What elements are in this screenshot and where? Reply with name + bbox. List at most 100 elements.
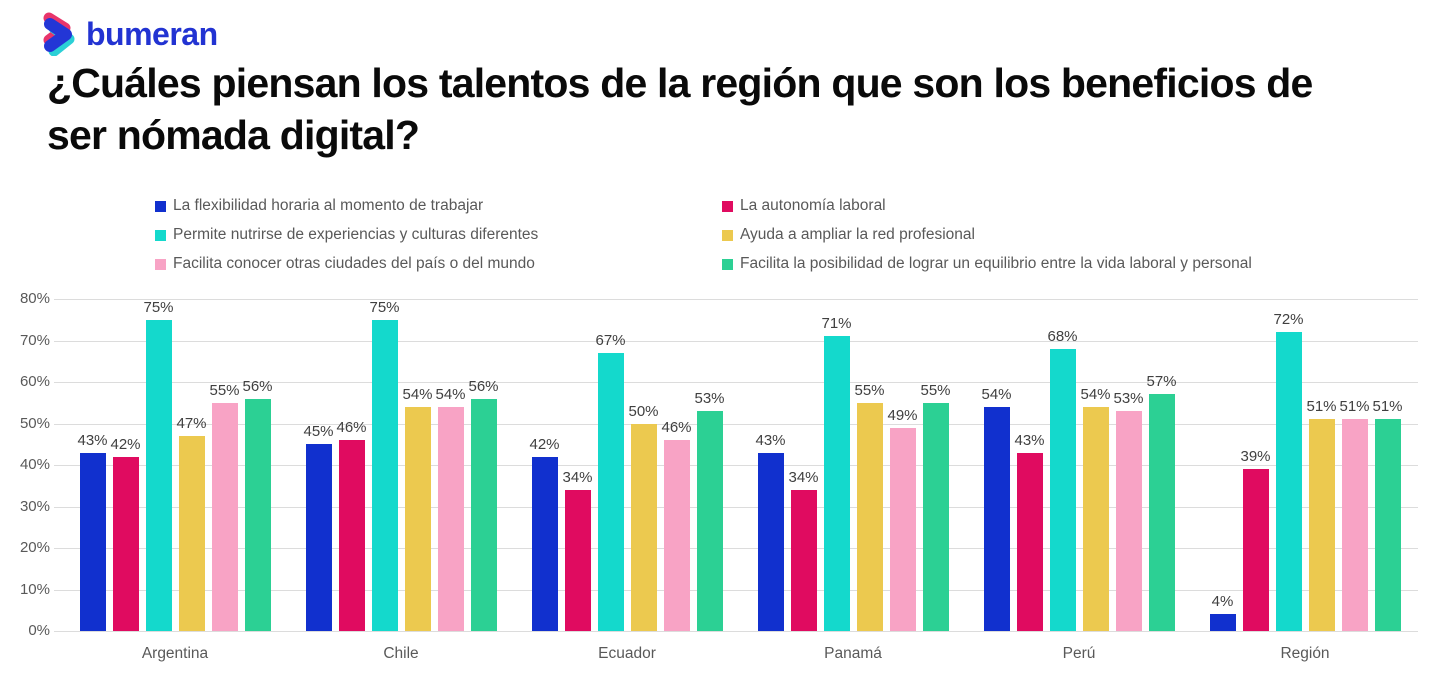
gridline [54,548,1418,549]
legend-item: Ayuda a ampliar la red profesional [722,226,1395,244]
gridline [54,589,1418,591]
legend-item: Permite nutrirse de experiencias y cultu… [155,226,722,244]
bar: 42% [110,436,141,631]
category-label: Chile [383,645,419,662]
legend-swatch-icon [722,229,733,241]
bar-value-label: 75% [143,298,174,316]
bar: 4% [1209,593,1236,631]
bar-value-label: 34% [562,468,593,486]
bar-group: 43% 34% 71% 55% 49% 55% [740,299,966,631]
bar: 49% [887,407,918,631]
bar-group: 45% 46% 75% 54% 54% 56% [288,299,514,631]
bar: 43% [755,432,786,631]
bar-value-label: 68% [1047,327,1078,345]
legend-label: Facilita conocer otras ciudades del país… [173,255,535,272]
bar-value-label: 46% [661,419,692,437]
bar: 56% [468,378,499,631]
bar: 54% [1080,386,1111,631]
bar-group: 42% 34% 67% 50% 46% 53% [514,299,740,631]
gridline [54,423,1418,425]
bar: 51% [1372,398,1403,631]
bar: 55% [854,382,885,631]
legend-label: Permite nutrirse de experiencias y cultu… [173,226,539,243]
chart-title: ¿Cuáles piensan los talentos de la regió… [47,60,1313,158]
bar-value-label: 55% [920,381,951,399]
legend-swatch-icon [155,229,166,241]
bar: 55% [920,382,951,631]
bar-value-label: 43% [1014,431,1045,449]
y-tick-label: 50% [19,414,50,432]
bar-value-label: 4% [1211,593,1234,611]
bar: 71% [821,315,852,631]
bar-value-label: 54% [1080,385,1111,403]
bar-value-label: 49% [887,406,918,424]
logo-text: bumeran [86,15,218,52]
bar-value-label: 34% [788,468,819,486]
bar: 34% [788,469,819,631]
bar-value-label: 53% [1113,390,1144,408]
legend-swatch-icon [722,258,733,270]
y-tick-label: 20% [19,539,50,556]
bar: 75% [369,299,400,631]
legend-swatch-icon [722,200,733,212]
y-tick-label: 80% [19,290,50,307]
bar-value-label: 45% [303,423,334,441]
bar: 54% [435,386,466,631]
bar: 53% [1113,390,1144,631]
bar-value-label: 54% [981,385,1012,403]
bumeran-chevron-icon [43,12,75,56]
bar: 43% [77,432,108,631]
bar: 50% [628,403,659,631]
bar: 42% [529,436,560,631]
legend-label: La autonomía laboral [740,197,886,214]
y-tick-label: 40% [19,456,50,473]
legend-swatch-icon [155,258,166,270]
bar: 54% [981,386,1012,631]
bar: 45% [303,423,334,631]
bar: 54% [402,386,433,631]
category-label: Ecuador [598,645,656,662]
bar-chart: 43% 42% 75% 47% 55% 56% 45% 46% 75% 54% 54% 56% 42% 3… [0,285,1430,675]
bar: 68% [1047,328,1078,631]
bar: 43% [1014,432,1045,631]
bar: 51% [1306,398,1337,631]
y-tick-label: 60% [19,373,50,390]
bar-value-label: 47% [176,414,207,432]
bar: 75% [143,299,174,631]
bar: 34% [562,469,593,631]
gridline [54,631,1418,632]
legend-swatch-icon [155,200,166,212]
y-tick-label: 0% [28,622,50,639]
bar-value-label: 51% [1372,398,1403,416]
y-tick-label: 10% [19,580,50,598]
bar-value-label: 43% [755,431,786,449]
bar: 56% [242,378,273,631]
bar-group: 43% 42% 75% 47% 55% 56% [62,299,288,631]
bar-value-label: 56% [468,377,499,395]
bar-value-label: 72% [1273,311,1304,329]
bar-value-label: 55% [209,381,240,399]
gridline [54,299,1418,300]
bar-value-label: 43% [77,431,108,449]
category-label: Argentina [141,645,209,662]
bumeran-logo: bumeran [40,12,218,56]
bar-value-label: 42% [110,435,141,453]
bar-value-label: 46% [336,419,367,437]
legend-item: La flexibilidad horaria al momento de tr… [155,197,722,215]
gridline [54,340,1418,342]
bar-group: 4% 39% 72% 51% 51% 51% [1192,299,1418,631]
bar: 39% [1240,448,1271,631]
category-label: Panamá [824,645,882,662]
bar: 72% [1273,311,1304,631]
gridline [54,382,1418,383]
legend-label: La flexibilidad horaria al momento de tr… [173,197,484,214]
chart-legend: La flexibilidad horaria al momento de tr… [155,197,1395,273]
bar-value-label: 75% [369,298,400,316]
bar-value-label: 54% [435,385,466,403]
category-label: Perú [1062,645,1096,662]
bar: 51% [1339,398,1370,631]
bar-value-label: 53% [694,390,725,408]
legend-item: Facilita conocer otras ciudades del país… [155,255,722,273]
y-tick-label: 70% [19,331,50,349]
legend-item: La autonomía laboral [722,197,1395,215]
